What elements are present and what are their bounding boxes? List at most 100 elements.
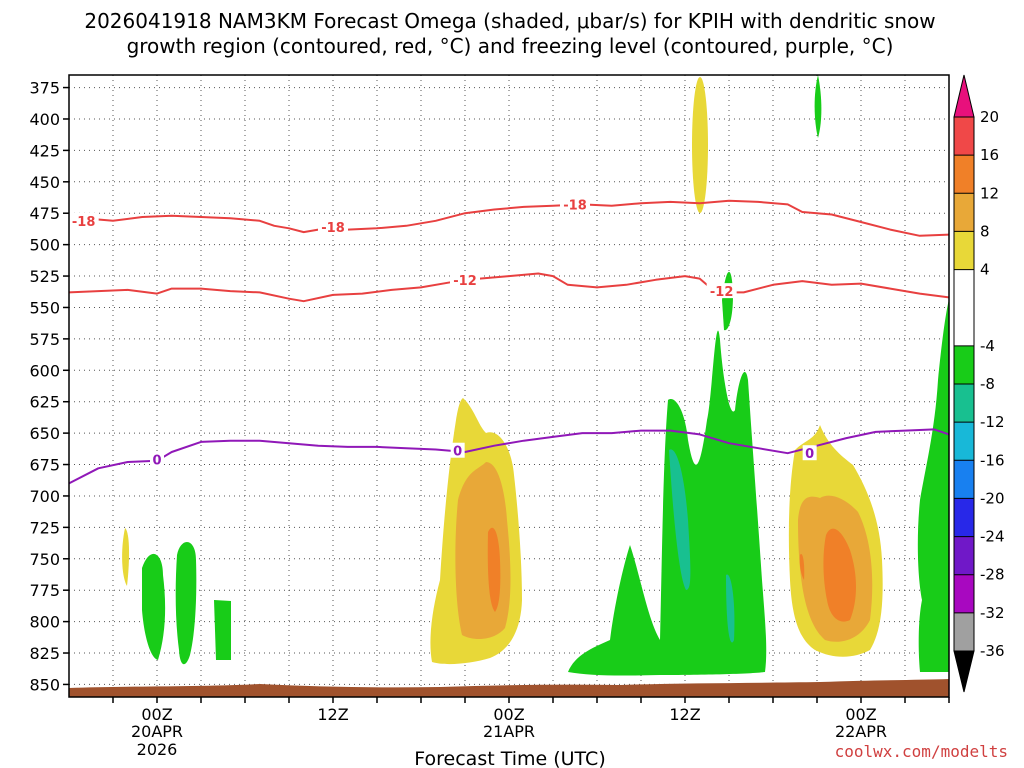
omega-shade-moderate-ascent (455, 462, 511, 640)
y-tick-label: 450 (29, 173, 60, 192)
y-tick-label: 625 (29, 393, 60, 412)
x-tick-label: 12Z (317, 705, 348, 724)
y-tick-label: 825 (29, 644, 60, 663)
x-tick-label: 00Z (141, 705, 172, 724)
contour-label-bg (68, 212, 99, 228)
x-tick-label: 12Z (669, 705, 700, 724)
contour-label: -12 (710, 285, 734, 300)
omega-shade-descent (142, 553, 166, 660)
y-tick-label: 375 (29, 79, 60, 98)
x-tick-year-label: 2026 (137, 740, 178, 759)
x-tick-date-label: 21APR (483, 722, 535, 741)
colorbar-label: -4 (980, 337, 995, 355)
colorbar-label: -16 (980, 451, 1005, 469)
contour-label: -18 (563, 198, 587, 213)
contour-line (69, 272, 949, 303)
contour-label-bg (802, 445, 817, 461)
contour-label-bg (150, 451, 164, 467)
y-tick-label: 550 (29, 298, 60, 317)
omega-shade-moderate-descent (669, 449, 691, 590)
colorbar: 20 16 12 8 4 -4 -8 -12 -16 -20 -24 -28 -32 -36 (953, 74, 1005, 693)
colorbar-label: 4 (980, 261, 990, 279)
colorbar-segment (954, 155, 974, 194)
y-tick-label: 400 (29, 110, 60, 129)
x-tick-label: 00Z (493, 705, 524, 724)
contour-label-bg (450, 271, 480, 287)
contour-label: 0 (152, 454, 161, 469)
colorbar-label: 8 (980, 222, 990, 240)
contour-label: 0 (805, 447, 814, 462)
omega-shade-descent (814, 75, 822, 138)
omega-shade-weak-ascent (692, 77, 708, 213)
omega-shade-strong-ascent (823, 528, 856, 622)
y-tick-label: 800 (29, 613, 60, 632)
colorbar-segment (954, 345, 974, 384)
y-tick-label: 650 (29, 424, 60, 443)
colorbar-segment (954, 117, 974, 156)
colorbar-label: -12 (980, 413, 1005, 431)
colorbar-bottom-arrow (953, 650, 975, 693)
contour-label: -18 (321, 221, 345, 236)
chart-title-line1: 2026041918 NAM3KM Forecast Omega (shaded… (84, 9, 935, 33)
y-tick-label: 750 (29, 550, 60, 569)
colorbar-label: 20 (980, 108, 999, 126)
colorbar-segment (954, 231, 974, 270)
colorbar-segment (954, 536, 974, 575)
x-tick-date-label: 22APR (835, 722, 887, 741)
y-tick-label: 600 (29, 361, 60, 380)
colorbar-label: 12 (980, 184, 999, 202)
omega-shade-descent (917, 299, 949, 672)
terrain-ground (69, 679, 949, 697)
y-tick-label: 575 (29, 330, 60, 349)
y-tick-label: 775 (29, 581, 60, 600)
colorbar-top-arrow (953, 74, 975, 118)
omega-shade-moderate-descent (726, 574, 735, 643)
contour-line (69, 199, 949, 237)
contour-label: -18 (72, 215, 96, 230)
colorbar-label: -20 (980, 489, 1005, 507)
colorbar-segment (954, 460, 974, 499)
y-tick-label: 850 (29, 675, 60, 694)
contour-labels: -18 -18 -18 -12 -12 0 0 0 (68, 196, 817, 469)
chart-title-line2: growth region (contoured, red, °C) and f… (127, 34, 894, 58)
colorbar-label: -28 (980, 566, 1005, 584)
plot-area: -18 -18 -18 -12 -12 0 0 0 (68, 74, 950, 698)
y-tick-label: 475 (29, 204, 60, 223)
colorbar-label: -8 (980, 375, 995, 393)
x-axis-title: Forecast Time (UTC) (414, 748, 605, 768)
colorbar-segment (954, 384, 974, 423)
y-tick-label: 725 (29, 518, 60, 537)
contour-label: 0 (453, 445, 462, 460)
y-tick-label: 500 (29, 236, 60, 255)
colorbar-segment (954, 612, 974, 651)
y-tick-label: 675 (29, 456, 60, 475)
colorbar-label: -24 (980, 528, 1005, 546)
y-tick-label: 525 (29, 267, 60, 286)
x-tick-label: 00Z (845, 705, 876, 724)
colorbar-segment (954, 269, 974, 346)
y-axis: 375 400 425 450 475 500 525 550 575 600 625 650 675 7… (29, 79, 69, 694)
omega-shade-descent (175, 542, 197, 665)
y-tick-label: 425 (29, 141, 60, 160)
omega-shade-descent (568, 330, 767, 676)
contour-label-bg (560, 196, 590, 212)
contour-label-bg (318, 219, 348, 235)
colorbar-label: -32 (980, 604, 1005, 622)
contour-label-bg (706, 283, 737, 299)
contour-label-bg (450, 442, 465, 458)
credit-text: coolwx.com/modelts (835, 742, 1008, 761)
colorbar-label: 16 (980, 146, 999, 164)
x-tick-date-label: 20APR (131, 722, 183, 741)
colorbar-segment (954, 422, 974, 461)
contour-label: -12 (453, 274, 477, 289)
omega-shade-strong-ascent (799, 554, 805, 580)
colorbar-segment (954, 193, 974, 232)
colorbar-segment (954, 574, 974, 613)
omega-shade-descent (214, 600, 231, 660)
omega-shade-weak-ascent (122, 528, 130, 586)
omega-shade-strong-ascent (487, 527, 501, 612)
omega-shading (122, 75, 949, 676)
colorbar-label: -36 (980, 642, 1005, 660)
